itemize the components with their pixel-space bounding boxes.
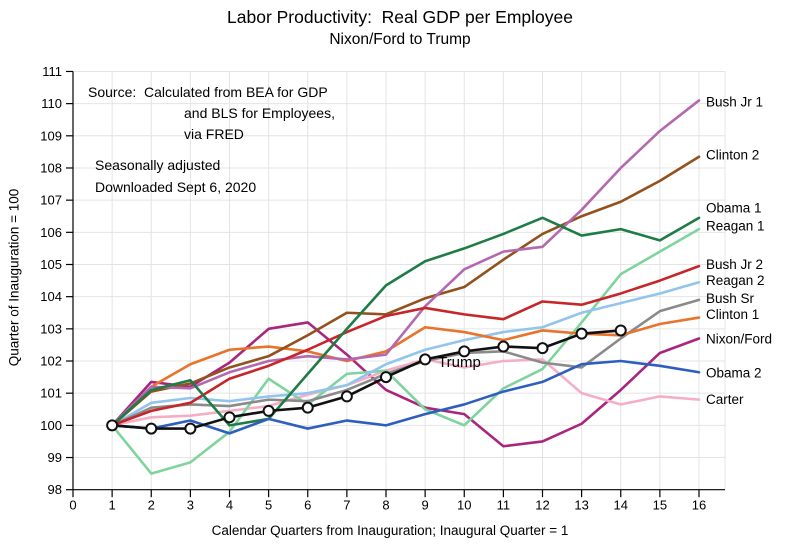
series-label-bush-sr: Bush Sr xyxy=(706,291,755,306)
trump-marker xyxy=(380,371,392,384)
trump-marker xyxy=(419,353,432,366)
x-tick-label-11: 11 xyxy=(497,498,511,513)
trump-marker xyxy=(536,342,549,355)
y-tick-label-108: 108 xyxy=(40,160,62,175)
series-line-clinton-2 xyxy=(110,155,701,427)
y-tick-label-99: 99 xyxy=(48,450,62,465)
series-line-carter xyxy=(110,358,701,427)
trump-marker xyxy=(301,401,314,414)
x-tick-label-4: 4 xyxy=(226,498,233,513)
series-label-clinton-1: Clinton 1 xyxy=(706,307,759,322)
y-tick-label-98: 98 xyxy=(48,482,62,497)
x-tick-label-15: 15 xyxy=(653,498,667,513)
trump-marker xyxy=(262,404,275,417)
x-tick-label-13: 13 xyxy=(574,498,588,513)
series-line-reagan-1 xyxy=(110,227,701,475)
y-tick-label-109: 109 xyxy=(40,128,62,143)
x-tick-label-12: 12 xyxy=(535,498,549,513)
download-date-note: Downloaded Sept 6, 2020 xyxy=(95,179,257,195)
series-label-obama-2: Obama 2 xyxy=(706,366,762,381)
series-label-nixon-ford: Nixon/Ford xyxy=(706,332,772,347)
y-tick-label-107: 107 xyxy=(40,193,62,208)
trump-marker xyxy=(145,422,158,435)
y-tick-label-110: 110 xyxy=(41,96,62,111)
x-tick-label-0: 0 xyxy=(69,498,76,513)
source-note-line-1: Source: Calculated from BEA for GDP xyxy=(88,84,328,100)
series-line-bush-jr-2 xyxy=(110,264,701,427)
y-tick-label-106: 106 xyxy=(40,225,62,240)
y-tick-label-102: 102 xyxy=(40,354,62,369)
x-tick-label-2: 2 xyxy=(148,498,155,513)
trump-marker xyxy=(340,390,353,403)
series-line-obama-1 xyxy=(110,216,701,427)
trump-marker xyxy=(575,327,588,340)
x-tick-label-5: 5 xyxy=(265,498,272,513)
chart-title: Labor Productivity: Real GDP per Employe… xyxy=(227,7,573,27)
x-tick-label-6: 6 xyxy=(304,498,311,513)
trump-marker xyxy=(106,419,119,432)
x-tick-label-7: 7 xyxy=(343,498,350,513)
x-axis-title: Calendar Quarters from Inauguration; Ina… xyxy=(211,523,569,538)
series-line-trump xyxy=(110,329,623,430)
trump-inline-label: Trump xyxy=(438,354,481,371)
trump-marker xyxy=(614,324,627,337)
x-tick-label-9: 9 xyxy=(422,498,429,513)
trump-marker xyxy=(184,422,197,435)
trump-marker xyxy=(458,345,471,358)
y-tick-label-101: 101 xyxy=(40,386,62,401)
series-line-clinton-1 xyxy=(110,316,701,427)
series-line-bush-jr-1 xyxy=(110,99,701,427)
series-label-reagan-2: Reagan 2 xyxy=(706,273,765,288)
series-label-bush-jr-1: Bush Jr 1 xyxy=(706,95,763,110)
y-tick-label-103: 103 xyxy=(40,321,62,336)
source-note-line-3: via FRED xyxy=(184,126,244,142)
y-tick-label-105: 105 xyxy=(40,257,62,272)
series-line-obama-2 xyxy=(110,359,701,435)
series-label-carter: Carter xyxy=(706,392,744,407)
y-axis-title: Quarter of Inauguration = 100 xyxy=(6,188,22,367)
chart-subtitle: Nixon/Ford to Trump xyxy=(329,31,471,48)
trump-marker xyxy=(497,340,510,353)
y-tick-label-104: 104 xyxy=(40,289,62,304)
x-tick-label-16: 16 xyxy=(692,498,706,513)
y-tick-label-111: 111 xyxy=(42,64,62,79)
x-tick-label-1: 1 xyxy=(109,498,116,513)
series-label-clinton-2: Clinton 2 xyxy=(706,148,759,163)
series-label-obama-1: Obama 1 xyxy=(706,201,762,216)
trump-marker xyxy=(223,411,236,424)
x-tick-label-14: 14 xyxy=(614,498,628,513)
seasonally-adjusted-note: Seasonally adjusted xyxy=(95,157,221,173)
source-note-line-2: and BLS for Employees, xyxy=(184,105,335,121)
x-tick-label-3: 3 xyxy=(187,498,194,513)
series-label-bush-jr-2: Bush Jr 2 xyxy=(706,257,763,272)
series-label-reagan-1: Reagan 1 xyxy=(706,218,765,233)
x-tick-label-8: 8 xyxy=(382,498,389,513)
y-tick-label-100: 100 xyxy=(40,418,62,433)
series-line-reagan-2 xyxy=(110,280,701,427)
x-tick-label-10: 10 xyxy=(457,498,471,513)
